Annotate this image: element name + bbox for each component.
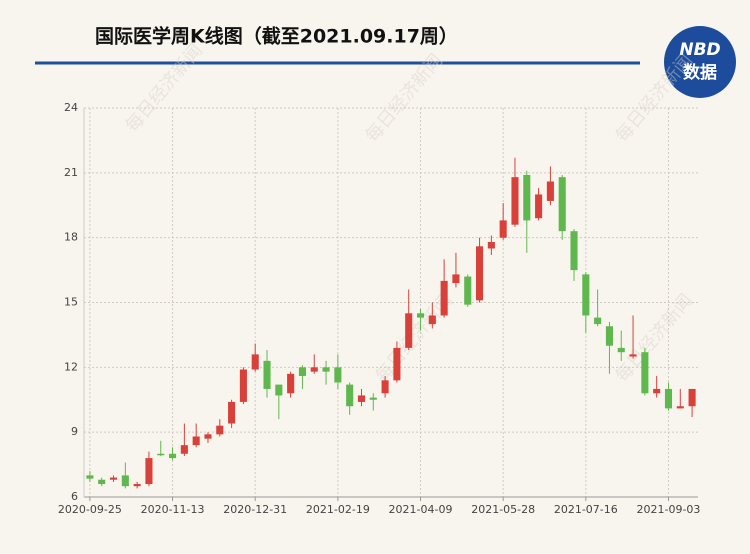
candle-body	[275, 384, 283, 396]
x-tick-label: 2021-07-16	[554, 503, 618, 516]
y-tick-label: 9	[71, 425, 78, 438]
candle-body	[405, 313, 413, 348]
candle-body	[322, 367, 330, 372]
x-tick-label: 2020-12-31	[223, 503, 287, 516]
candle-body	[157, 453, 165, 456]
candle-body	[428, 315, 436, 325]
candle-body	[452, 274, 460, 284]
y-tick-label: 6	[71, 490, 78, 503]
candle-body	[180, 445, 188, 454]
x-tick-label: 2021-05-28	[471, 503, 535, 516]
candle-body	[263, 360, 271, 389]
candle-body	[169, 453, 177, 459]
x-tick-label: 2021-02-19	[306, 503, 370, 516]
chart-title: 国际医学周K线图（截至2021.09.17周）	[95, 25, 458, 48]
candle-body	[617, 347, 625, 353]
y-tick-label: 24	[64, 101, 78, 114]
candle-body	[605, 326, 613, 346]
candle-body	[416, 313, 425, 318]
candle-body	[133, 484, 141, 487]
candle-body	[98, 479, 106, 485]
candle-body	[546, 181, 554, 201]
x-tick-label: 2021-09-03	[637, 503, 701, 516]
logo-circle	[664, 26, 736, 98]
candle-body	[145, 458, 153, 485]
candle-body	[369, 397, 377, 400]
candle-body	[511, 177, 519, 225]
logo-top: NBD	[679, 40, 720, 60]
candle-body	[641, 352, 649, 394]
candle-body	[204, 434, 212, 439]
candle-body	[216, 425, 224, 435]
candle-body	[594, 317, 602, 325]
candle-body	[487, 241, 495, 249]
candle-body	[570, 231, 578, 271]
candle-body	[239, 369, 247, 402]
candle-body	[310, 367, 318, 372]
candle-body	[676, 406, 684, 409]
candle-body	[440, 280, 448, 316]
candle-body	[558, 177, 566, 232]
candle-body	[582, 274, 590, 316]
x-tick-label: 2020-09-25	[58, 503, 122, 516]
candle-body	[86, 475, 94, 479]
candle-body	[476, 246, 484, 301]
candle-body	[251, 354, 259, 370]
candle-body	[298, 367, 306, 376]
candle-body	[228, 401, 236, 424]
candle-body	[346, 384, 354, 407]
candle-body	[109, 477, 118, 480]
candle-body	[334, 367, 342, 383]
candle-body	[688, 388, 696, 407]
candle-body	[535, 194, 543, 219]
candle-body	[629, 354, 637, 357]
candle-body	[287, 373, 295, 394]
candle-body	[393, 347, 401, 381]
candle-body	[381, 380, 389, 394]
y-tick-label: 21	[64, 166, 78, 179]
candle-body	[499, 220, 507, 238]
y-tick-label: 12	[64, 360, 78, 373]
y-tick-label: 15	[64, 296, 78, 309]
candle-body	[121, 475, 129, 487]
candle-body	[664, 388, 673, 409]
logo-bottom: 数据	[683, 62, 717, 83]
candle-body	[464, 276, 472, 305]
candle-body	[192, 436, 200, 446]
y-tick-label: 18	[64, 231, 78, 244]
x-tick-label: 2020-11-13	[141, 503, 205, 516]
candle-body	[357, 395, 366, 402]
x-tick-label: 2021-04-09	[389, 503, 453, 516]
candle-body	[523, 174, 531, 221]
candle-body	[653, 388, 661, 394]
